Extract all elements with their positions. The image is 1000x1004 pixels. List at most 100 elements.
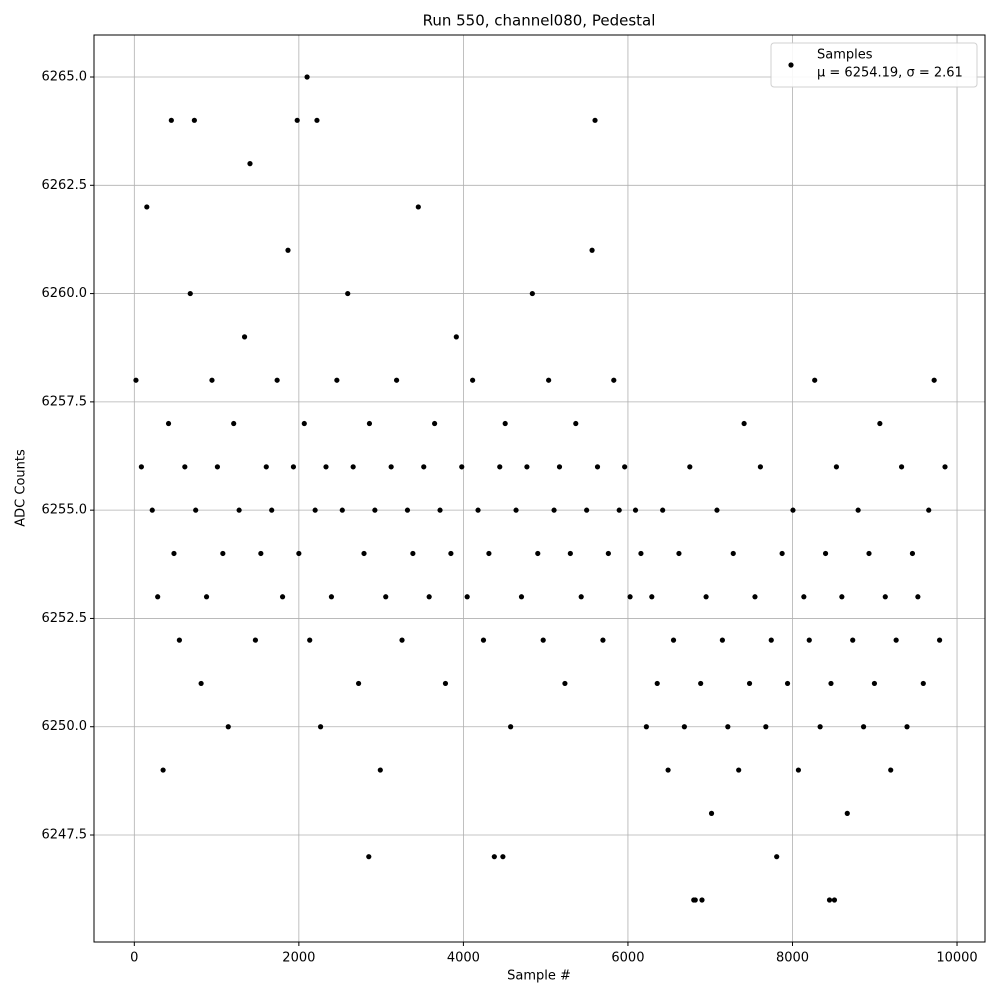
point bbox=[388, 464, 394, 470]
point bbox=[605, 550, 611, 557]
point bbox=[812, 377, 818, 383]
point bbox=[622, 464, 628, 470]
point bbox=[171, 550, 177, 557]
point bbox=[421, 464, 427, 470]
point bbox=[149, 507, 155, 513]
point bbox=[806, 637, 812, 643]
point bbox=[573, 420, 579, 427]
x-tick-label: 2000 bbox=[282, 951, 315, 966]
point bbox=[497, 464, 503, 470]
point bbox=[877, 420, 883, 427]
point bbox=[144, 204, 150, 210]
point bbox=[193, 507, 199, 513]
plot-frame bbox=[93, 34, 986, 943]
point bbox=[323, 464, 329, 470]
point bbox=[888, 767, 894, 773]
point bbox=[578, 594, 584, 600]
point bbox=[314, 117, 320, 123]
point bbox=[893, 637, 899, 643]
point bbox=[377, 767, 383, 773]
point bbox=[839, 594, 845, 600]
point bbox=[304, 74, 310, 80]
point bbox=[269, 507, 275, 513]
point bbox=[252, 637, 259, 643]
point bbox=[448, 550, 454, 557]
point bbox=[529, 290, 535, 297]
point bbox=[366, 420, 373, 427]
point bbox=[339, 507, 345, 513]
point bbox=[247, 161, 253, 167]
point bbox=[475, 507, 481, 513]
point bbox=[350, 464, 356, 470]
point bbox=[361, 550, 367, 557]
point bbox=[535, 550, 541, 557]
x-tick-label: 6000 bbox=[611, 951, 644, 966]
point bbox=[746, 680, 753, 687]
point bbox=[676, 550, 682, 557]
point bbox=[220, 550, 226, 557]
point bbox=[584, 507, 590, 513]
point bbox=[500, 854, 506, 860]
point bbox=[307, 637, 313, 643]
point bbox=[546, 377, 552, 383]
point bbox=[133, 377, 139, 383]
point bbox=[209, 377, 215, 383]
point bbox=[274, 377, 280, 383]
y-tick-label: 6247.5 bbox=[42, 828, 88, 843]
point bbox=[600, 637, 606, 643]
y-tick-label: 6257.5 bbox=[42, 394, 88, 409]
legend-label: Samples bbox=[817, 48, 873, 63]
point bbox=[616, 507, 622, 513]
point bbox=[214, 464, 221, 470]
y-tick-label: 6260.0 bbox=[42, 286, 88, 301]
point bbox=[909, 550, 916, 557]
point bbox=[627, 594, 633, 600]
point bbox=[187, 290, 193, 297]
point bbox=[719, 637, 725, 643]
point bbox=[168, 117, 174, 123]
point bbox=[556, 464, 563, 470]
point bbox=[480, 637, 487, 643]
point bbox=[225, 724, 231, 730]
point bbox=[931, 377, 937, 383]
legend-stats: μ = 6254.19, σ = 2.61 bbox=[817, 66, 963, 81]
point bbox=[459, 464, 465, 470]
y-tick-label: 6262.5 bbox=[42, 178, 88, 193]
legend-marker bbox=[788, 62, 794, 68]
point bbox=[643, 724, 649, 730]
point bbox=[942, 464, 948, 470]
point bbox=[638, 550, 644, 557]
y-tick-label: 6250.0 bbox=[42, 719, 88, 734]
point bbox=[779, 550, 785, 557]
point bbox=[592, 117, 598, 123]
point bbox=[828, 680, 834, 687]
point bbox=[366, 854, 372, 860]
point bbox=[191, 117, 197, 123]
point bbox=[926, 507, 932, 513]
point bbox=[442, 680, 449, 687]
point bbox=[518, 594, 525, 600]
point bbox=[432, 420, 438, 427]
point bbox=[393, 377, 400, 383]
point bbox=[334, 377, 340, 383]
point bbox=[165, 420, 172, 427]
point bbox=[399, 637, 405, 643]
point bbox=[160, 767, 166, 773]
point bbox=[850, 637, 856, 643]
x-tick-label: 0 bbox=[130, 951, 138, 966]
point bbox=[790, 507, 796, 513]
point bbox=[279, 594, 286, 600]
point bbox=[691, 897, 697, 903]
point bbox=[866, 550, 872, 557]
point bbox=[822, 550, 829, 557]
point bbox=[410, 550, 416, 557]
point bbox=[263, 464, 269, 470]
point bbox=[714, 507, 720, 513]
x-tick-label: 8000 bbox=[776, 951, 809, 966]
point bbox=[882, 594, 888, 600]
point bbox=[524, 464, 530, 470]
point bbox=[294, 117, 300, 123]
point bbox=[236, 507, 242, 513]
point bbox=[795, 767, 802, 773]
